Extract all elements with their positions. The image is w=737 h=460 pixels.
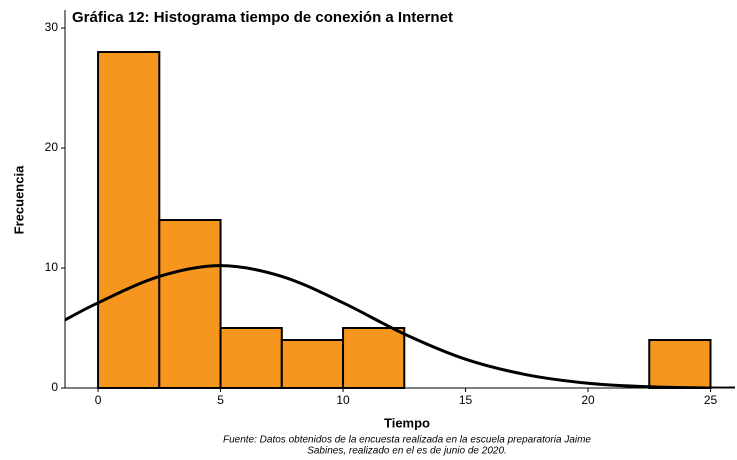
x-tick-label: 25 <box>704 393 718 407</box>
bar <box>158 219 222 389</box>
x-tick-label: 20 <box>581 393 595 407</box>
bar <box>97 51 161 389</box>
y-tick-label: 30 <box>45 20 59 34</box>
bar <box>280 339 345 389</box>
x-tick-label: 0 <box>95 393 102 407</box>
x-tick-label: 5 <box>217 393 224 407</box>
bar <box>219 327 283 389</box>
y-tick-label: 0 <box>51 380 58 394</box>
footnote: Fuente: Datos obtenidos de la encuesta r… <box>223 435 591 446</box>
y-tick-label: 20 <box>45 140 59 154</box>
x-tick-label: 15 <box>459 393 473 407</box>
y-tick-label: 10 <box>45 260 59 274</box>
y-axis-label: Frecuencia <box>11 165 26 234</box>
x-axis-label: Tiempo <box>384 415 430 430</box>
bar <box>648 339 712 389</box>
bar <box>342 327 406 389</box>
normal-curve <box>65 264 735 388</box>
x-tick-label: 10 <box>336 393 350 407</box>
footnote: Sabines, realizado en el es de junio de … <box>307 446 507 457</box>
chart-title: Gráfica 12: Histograma tiempo de conexió… <box>72 9 453 26</box>
